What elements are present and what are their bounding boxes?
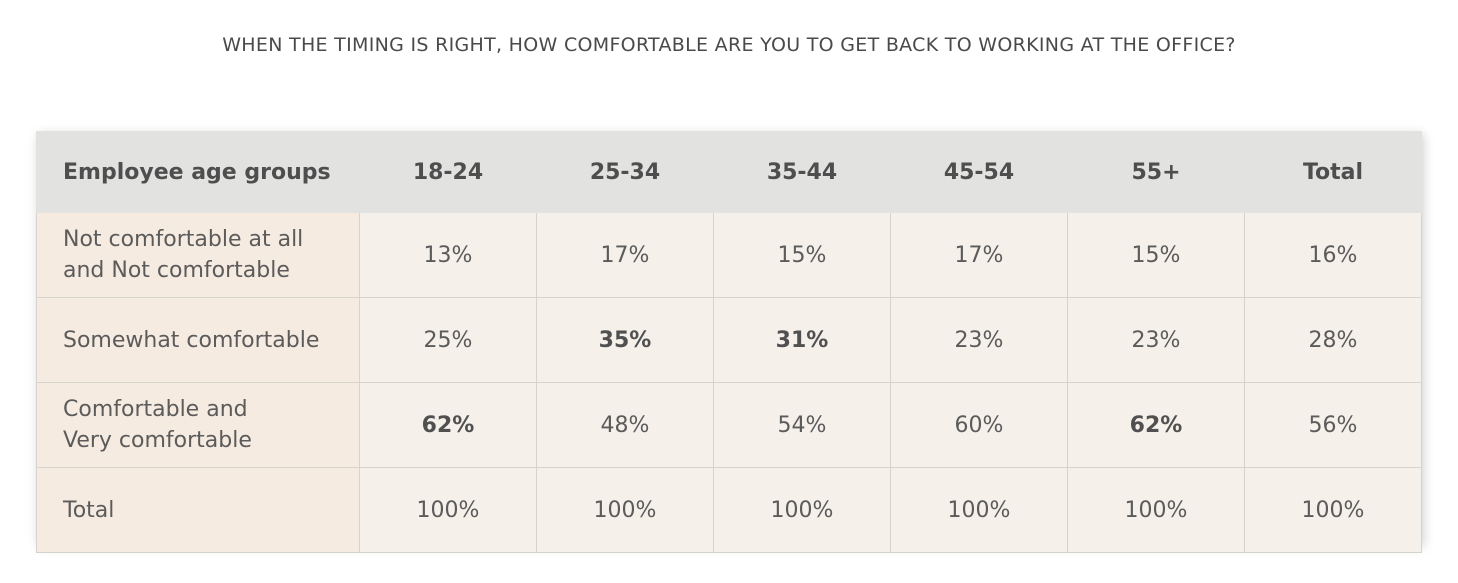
- data-table-container: Employee age groups 18-24 25-34 35-44 45…: [36, 131, 1422, 553]
- table-row: Comfortable and Very comfortable 62% 48% 54%…: [36, 382, 1422, 468]
- table-cell-value: 60%: [890, 382, 1068, 468]
- row-label: Total: [36, 467, 360, 553]
- header-cell-total: Total: [1244, 131, 1422, 213]
- table-cell-value: 35%: [536, 297, 714, 383]
- table-cell-value: 15%: [1067, 212, 1245, 298]
- row-label-line: Not comfortable at all: [63, 227, 304, 252]
- table-cell-value: 100%: [890, 467, 1068, 553]
- table-row: Somewhat comfortable 25% 35% 31% 23% 23% 28%: [36, 297, 1422, 383]
- table-row: Not comfortable at all and Not comfortabl…: [36, 212, 1422, 298]
- row-label-line: Very comfortable: [63, 428, 252, 453]
- table-cell-value: 54%: [713, 382, 891, 468]
- table-cell-value: 62%: [359, 382, 537, 468]
- header-cell-35-44: 35-44: [713, 131, 891, 213]
- table-body: Not comfortable at all and Not comfortabl…: [36, 212, 1422, 553]
- row-label-line: Total: [63, 497, 115, 523]
- table-cell-value: 13%: [359, 212, 537, 298]
- table-cell-value: 48%: [536, 382, 714, 468]
- table-cell-value: 56%: [1244, 382, 1422, 468]
- table-cell-value: 28%: [1244, 297, 1422, 383]
- table-cell-value: 31%: [713, 297, 891, 383]
- header-cell-45-54: 45-54: [890, 131, 1068, 213]
- row-label-line: Comfortable and: [63, 397, 248, 422]
- header-row: Employee age groups 18-24 25-34 35-44 45…: [36, 131, 1422, 213]
- row-label-line: and Not comfortable: [63, 258, 290, 283]
- row-label-line: Somewhat comfortable: [63, 327, 320, 353]
- table-cell-value: 25%: [359, 297, 537, 383]
- table-cell-value: 17%: [536, 212, 714, 298]
- data-table: Employee age groups 18-24 25-34 35-44 45…: [36, 131, 1422, 553]
- table-cell-value: 100%: [1244, 467, 1422, 553]
- table-row: Total 100% 100% 100% 100% 100% 100%: [36, 467, 1422, 553]
- row-label: Not comfortable at all and Not comfortabl…: [36, 212, 360, 298]
- table-cell-value: 100%: [1067, 467, 1245, 553]
- header-cell-25-34: 25-34: [536, 131, 714, 213]
- header-cell-label: Employee age groups: [36, 131, 360, 213]
- row-label: Comfortable and Very comfortable: [36, 382, 360, 468]
- table-cell-value: 15%: [713, 212, 891, 298]
- row-label: Somewhat comfortable: [36, 297, 360, 383]
- table-cell-value: 23%: [890, 297, 1068, 383]
- header-cell-18-24: 18-24: [359, 131, 537, 213]
- table-cell-value: 16%: [1244, 212, 1422, 298]
- table-cell-value: 100%: [359, 467, 537, 553]
- table-cell-value: 100%: [713, 467, 891, 553]
- table-cell-value: 17%: [890, 212, 1068, 298]
- table-cell-value: 62%: [1067, 382, 1245, 468]
- header-cell-55-plus: 55+: [1067, 131, 1245, 213]
- table-cell-value: 100%: [536, 467, 714, 553]
- table-cell-value: 23%: [1067, 297, 1245, 383]
- chart-title: WHEN THE TIMING IS RIGHT, HOW COMFORTABL…: [222, 34, 1236, 56]
